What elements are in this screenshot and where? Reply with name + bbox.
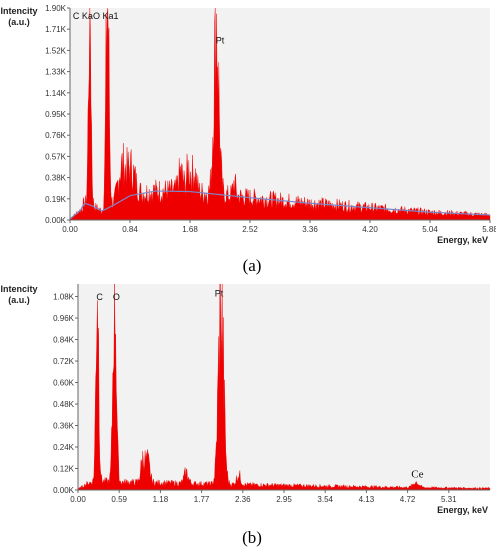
y-tick-label: 1.52K: [45, 46, 67, 55]
x-tick-label: 4.20: [362, 225, 378, 234]
x-axis-title: Energy, keV: [437, 235, 488, 245]
x-tick-label: 0.59: [111, 495, 127, 504]
y-tick-label: 1.90K: [45, 4, 67, 13]
y-tick-label: 1.33K: [45, 68, 67, 77]
x-tick-label: 4.72: [400, 495, 416, 504]
background-fit-line: [69, 190, 491, 220]
y-tick-label: 0.57K: [45, 152, 67, 161]
panel-label-b: (b): [242, 528, 262, 547]
x-tick-label: 0.00: [70, 495, 86, 504]
x-tick-label: 4.13: [359, 495, 375, 504]
y-tick-label: 0.48K: [53, 400, 75, 409]
x-tick-label: 0.00: [62, 225, 78, 234]
x-tick-label: 1.77: [194, 495, 210, 504]
y-tick-label: 0.12K: [53, 465, 75, 474]
x-tick-label: 2.36: [235, 495, 251, 504]
x-tick-label: 3.54: [317, 495, 333, 504]
y-axis-title: Intencity: [0, 284, 37, 294]
peak-label: Pt: [215, 289, 224, 299]
spectrum-series: [69, 7, 491, 221]
peak-label: Pt: [216, 36, 225, 46]
y-tick-label: 0.24K: [53, 443, 75, 452]
x-tick-label: 1.18: [153, 495, 169, 504]
y-tick-label: 0.60K: [53, 379, 75, 388]
y-tick-label: 0.95K: [45, 110, 67, 119]
plot-area: [78, 284, 490, 490]
x-tick-label: 2.52: [242, 225, 258, 234]
x-tick-label: 2.95: [276, 495, 292, 504]
y-tick-label: 0.76K: [45, 131, 67, 140]
y-tick-label: 0.19K: [45, 195, 67, 204]
chart-panel-1: 0.00 0.59 1.18 1.77 2.36 2.95 3.54 4.13 4.72 5.31…: [0, 283, 491, 515]
y-tick-label: 1.71K: [45, 25, 67, 34]
peak-label: O: [113, 292, 120, 302]
peak-label: C Ka: [73, 11, 93, 21]
y-tick-label: 0.96K: [53, 314, 75, 323]
x-axis-title: Energy, keV: [437, 505, 488, 515]
x-tick-label: 3.36: [302, 225, 318, 234]
peak-label: Ce: [411, 468, 423, 480]
y-tick-label: 1.14K: [45, 89, 67, 98]
x-tick-label: 0.84: [122, 225, 138, 234]
peak-label: C: [96, 292, 103, 302]
panel-label-a: (a): [242, 256, 262, 275]
y-tick-label: 0.36K: [53, 422, 75, 431]
y-tick-label: 0.38K: [45, 174, 67, 183]
x-tick-label: 5.04: [422, 225, 438, 234]
y-axis-title: (a.u.): [8, 295, 30, 305]
y-tick-label: 0.84K: [53, 336, 75, 345]
y-tick-label: 1.08K: [53, 293, 75, 302]
y-tick-label: 0.72K: [53, 357, 75, 366]
x-tick-label: 5.88: [482, 225, 496, 234]
chart-panel-0: 0.00 0.84 1.68 2.52 3.36 4.20 5.04 5.88 0.00K 0.1…: [0, 4, 496, 245]
x-tick-label: 1.68: [182, 225, 198, 234]
y-axis-title: (a.u.): [8, 17, 30, 27]
x-tick-label: 5.31: [441, 495, 457, 504]
y-axis-title: Intencity: [0, 6, 37, 16]
y-tick-label: 0.00K: [53, 486, 75, 495]
peak-label: O Ka1: [93, 11, 119, 21]
y-tick-label: 0.00K: [45, 216, 67, 225]
spectrum-series: [77, 283, 491, 491]
